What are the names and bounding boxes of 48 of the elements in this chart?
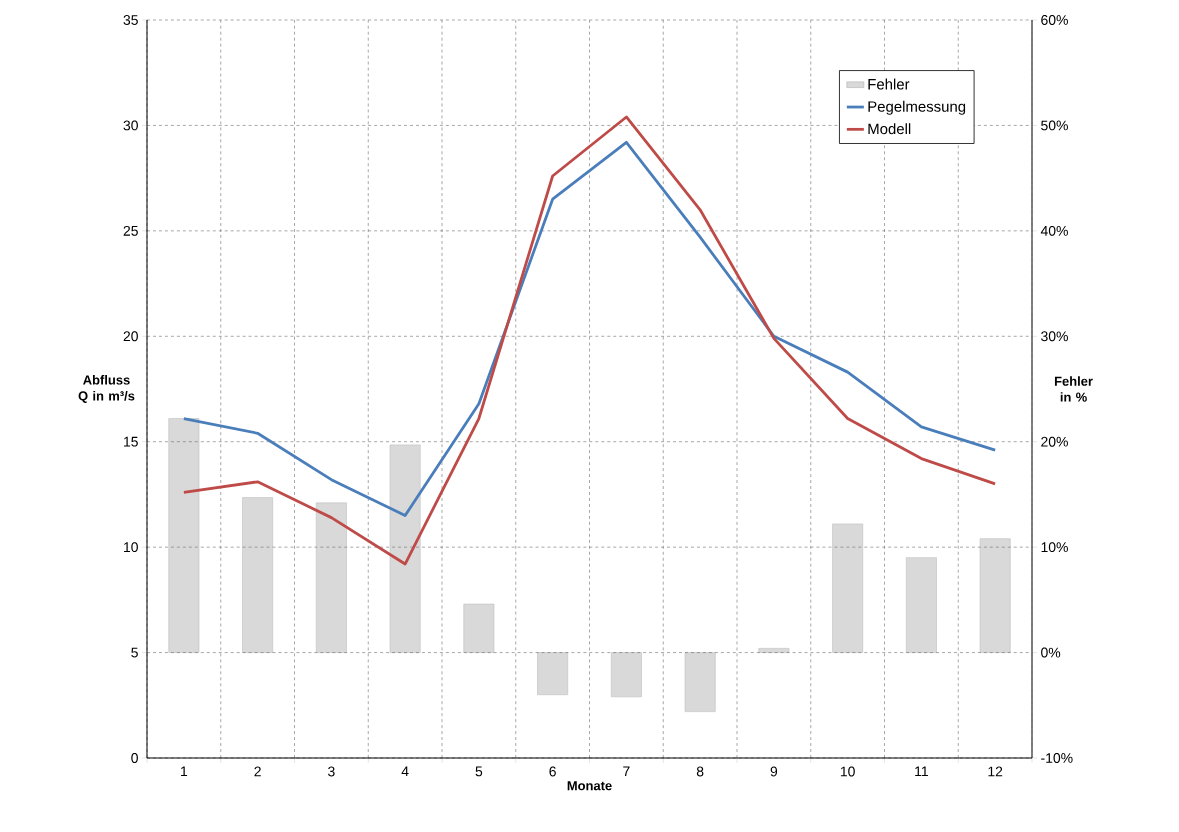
y2-tick-label: 40% [1040, 225, 1068, 236]
x-tick-label: 5 [475, 766, 483, 777]
x-tick-label: 11 [915, 766, 928, 777]
legend-label: Modell [868, 123, 911, 135]
x-tick-label: 3 [328, 766, 335, 777]
line-series [182, 140, 997, 517]
y2-axis-title: Fehler in % [1054, 376, 1093, 402]
y-tick-label: 35 [123, 15, 138, 25]
bar [832, 523, 864, 653]
y2-tick-label: 60% [1041, 15, 1068, 25]
y2-tick-label: 30% [1041, 331, 1068, 342]
legend-label: Pegelmessung [868, 100, 966, 115]
y2-tick-label: 10% [1041, 542, 1068, 553]
legend-label: Fehler [868, 78, 910, 90]
x-tick-label: 9 [770, 766, 778, 777]
x-axis-title: Monate [567, 781, 612, 791]
bar [315, 502, 347, 653]
y-tick-label: 0 [131, 753, 138, 763]
x-tick-label: 7 [623, 766, 630, 777]
x-tick-label: 12 [988, 766, 1003, 777]
bar [610, 652, 642, 698]
y-tick-label: 5 [131, 647, 138, 658]
x-tick-label: 2 [254, 766, 261, 777]
x-tick-label: 1 [181, 766, 188, 777]
bar [168, 418, 200, 653]
bar [537, 652, 569, 696]
x-tick-label: 8 [696, 766, 704, 777]
bar [242, 497, 274, 653]
x-tick-label: 10 [840, 766, 855, 777]
bar [389, 444, 421, 653]
y2-tick-label: 0% [1041, 647, 1061, 658]
y2-tick-label: 50% [1041, 120, 1068, 131]
line-series [182, 115, 997, 566]
y-tick-label: 30 [123, 120, 138, 131]
y-tick-label: 20 [123, 331, 138, 342]
y-tick-label: 10 [124, 542, 138, 553]
y-tick-label: 15 [124, 436, 138, 447]
bar [684, 652, 716, 712]
x-tick-label: 6 [549, 766, 556, 777]
bar [905, 557, 937, 653]
bar [758, 648, 790, 653]
bar [463, 603, 495, 653]
y2-tick-label: 20% [1041, 436, 1068, 447]
x-tick-label: 4 [401, 766, 409, 777]
y2-tick-label: -10% [1041, 753, 1073, 763]
y-tick-label: 25 [123, 225, 138, 236]
y-axis-title: Abfluss Q in m³/s [78, 375, 135, 403]
bar [979, 538, 1011, 653]
